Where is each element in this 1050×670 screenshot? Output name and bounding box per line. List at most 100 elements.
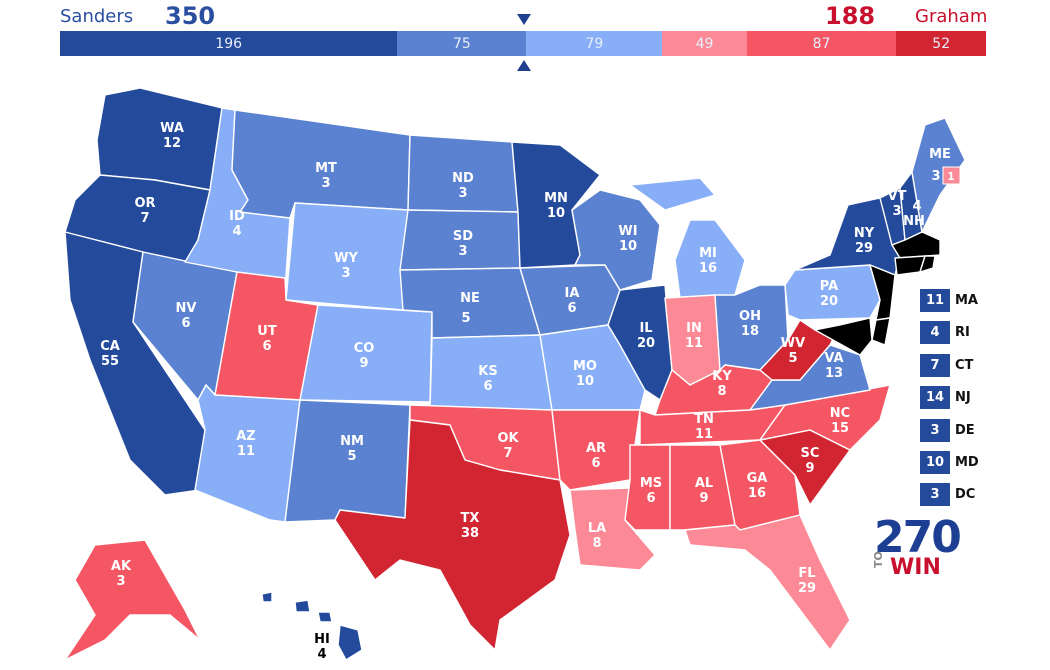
logo-win: WIN [890,555,941,580]
maine-district-2-box[interactable] [942,166,961,185]
state-label-sd-abbr: SD [453,229,473,244]
state-wi[interactable] [571,189,661,291]
state-label-id-abbr: ID [229,209,245,224]
state-label-mt-ev: 3 [321,176,330,191]
logo-number: 270 [874,512,962,563]
small-state-label-md: MD [955,455,979,470]
state-label-hi-abbr: HI [314,632,330,647]
state-label-al-abbr: AL [695,476,713,491]
state-label-fl-abbr: FL [798,566,815,581]
state-label-ar-ev: 6 [591,456,600,471]
state-label-fl-ev: 29 [798,581,816,596]
small-state-label-dc: DC [955,487,976,502]
state-label-nc-abbr: NC [830,406,850,421]
state-label-co-abbr: CO [354,341,375,356]
state-label-or-abbr: OR [134,196,155,211]
bar-segment-lean-r[interactable]: 49 [662,31,747,56]
state-label-ms-ev: 6 [646,491,655,506]
state-label-or-ev: 7 [140,211,149,226]
state-label-wy-ev: 3 [341,266,350,281]
small-state-box-de[interactable]: 3 [920,419,950,442]
bar-segment-lean-d[interactable]: 79 [526,31,663,56]
state-label-wv-ev: 5 [788,351,797,366]
state-label-ut-ev: 6 [262,339,271,354]
state-label-ca-ev: 55 [101,354,119,369]
state-wa[interactable] [96,87,223,191]
state-label-ks-abbr: KS [478,364,497,379]
state-label-ms-abbr: MS [640,476,662,491]
state-shapes [64,87,966,661]
state-label-ga-ev: 16 [748,486,766,501]
state-label-me-ev: 3 [931,169,940,184]
state-label-nh-ev: 4 [912,199,921,214]
bar-segment-safe-r[interactable]: 52 [896,31,986,56]
state-label-oh-ev: 18 [741,324,759,339]
state-label-va-abbr: VA [824,351,843,366]
state-label-wa-abbr: WA [160,121,184,136]
state-de[interactable] [871,317,891,346]
state-label-co-ev: 9 [359,356,368,371]
state-label-tn-ev: 11 [695,427,713,442]
small-state-box-ri[interactable]: 4 [920,321,950,344]
state-label-sc-abbr: SC [801,446,820,461]
state-label-az-ev: 11 [237,444,255,459]
bar-segment-safe-d[interactable]: 196 [60,31,398,56]
state-label-il-ev: 20 [637,336,655,351]
state-label-ny-abbr: NY [854,226,875,241]
state-label-mi-ev: 16 [699,261,717,276]
state-label-ok-abbr: OK [497,431,519,446]
state-label-nh-abbr: NH [903,214,925,229]
state-label-vt-ev: 3 [892,204,901,219]
logo-to: TO [872,551,885,568]
small-state-box-md[interactable]: 10 [920,451,950,474]
state-label-sd-ev: 3 [458,244,467,259]
state-label-vt-abbr: VT [888,189,907,204]
right-candidate-name: Graham [915,6,988,27]
state-label-ok-ev: 7 [503,446,512,461]
majority-marker-up-icon [517,60,531,71]
state-label-al-ev: 9 [699,491,708,506]
bar-segment-likely-r[interactable]: 87 [746,31,897,56]
state-label-ne-abbr: NE [460,291,480,306]
state-label-tx-ev: 38 [461,526,479,541]
state-label-hi-ev: 4 [317,647,326,662]
state-label-nd-abbr: ND [452,171,474,186]
state-ar[interactable] [551,409,641,491]
state-ri[interactable] [919,255,936,273]
state-label-mo-ev: 10 [576,374,594,389]
state-label-me-abbr: ME [929,147,951,162]
state-md[interactable] [814,317,873,356]
state-label-va-ev: 13 [825,366,843,381]
state-label-in-abbr: IN [686,321,702,336]
state-label-wi-abbr: WI [618,224,637,239]
state-label-ia-ev: 6 [567,301,576,316]
left-candidate-total: 350 [165,2,216,30]
state-label-sc-ev: 9 [805,461,814,476]
state-labels: WA 12 OR 7 CA 55 NV 6 ID 4 MT 3 WY 3 UT … [100,121,955,662]
small-state-label-ma: MA [955,293,978,308]
state-label-ca-abbr: CA [100,339,120,354]
state-label-wy-abbr: WY [334,251,358,266]
state-label-oh-abbr: OH [739,309,761,324]
state-ak[interactable] [64,539,201,661]
state-label-nv-ev: 6 [181,316,190,331]
state-nc[interactable] [759,384,891,451]
small-state-box-ma[interactable]: 11 [920,289,950,312]
state-label-ne-ev: 5 [461,311,470,326]
state-label-tn-abbr: TN [694,412,714,427]
small-state-box-dc[interactable]: 3 [920,483,950,506]
state-label-nm-ev: 5 [347,449,356,464]
bar-segment-likely-d[interactable]: 75 [397,31,527,56]
small-state-box-ct[interactable]: 7 [920,354,950,377]
state-label-nd-ev: 3 [458,186,467,201]
state-label-la-abbr: LA [588,521,606,536]
state-label-ak-abbr: AK [111,559,132,574]
state-hi[interactable] [261,591,363,661]
state-me[interactable] [911,117,966,233]
state-label-la-ev: 8 [592,536,601,551]
state-tx[interactable] [334,419,571,651]
state-label-nv-abbr: NV [176,301,197,316]
small-state-box-nj[interactable]: 14 [920,386,950,409]
state-fl[interactable] [684,514,851,651]
